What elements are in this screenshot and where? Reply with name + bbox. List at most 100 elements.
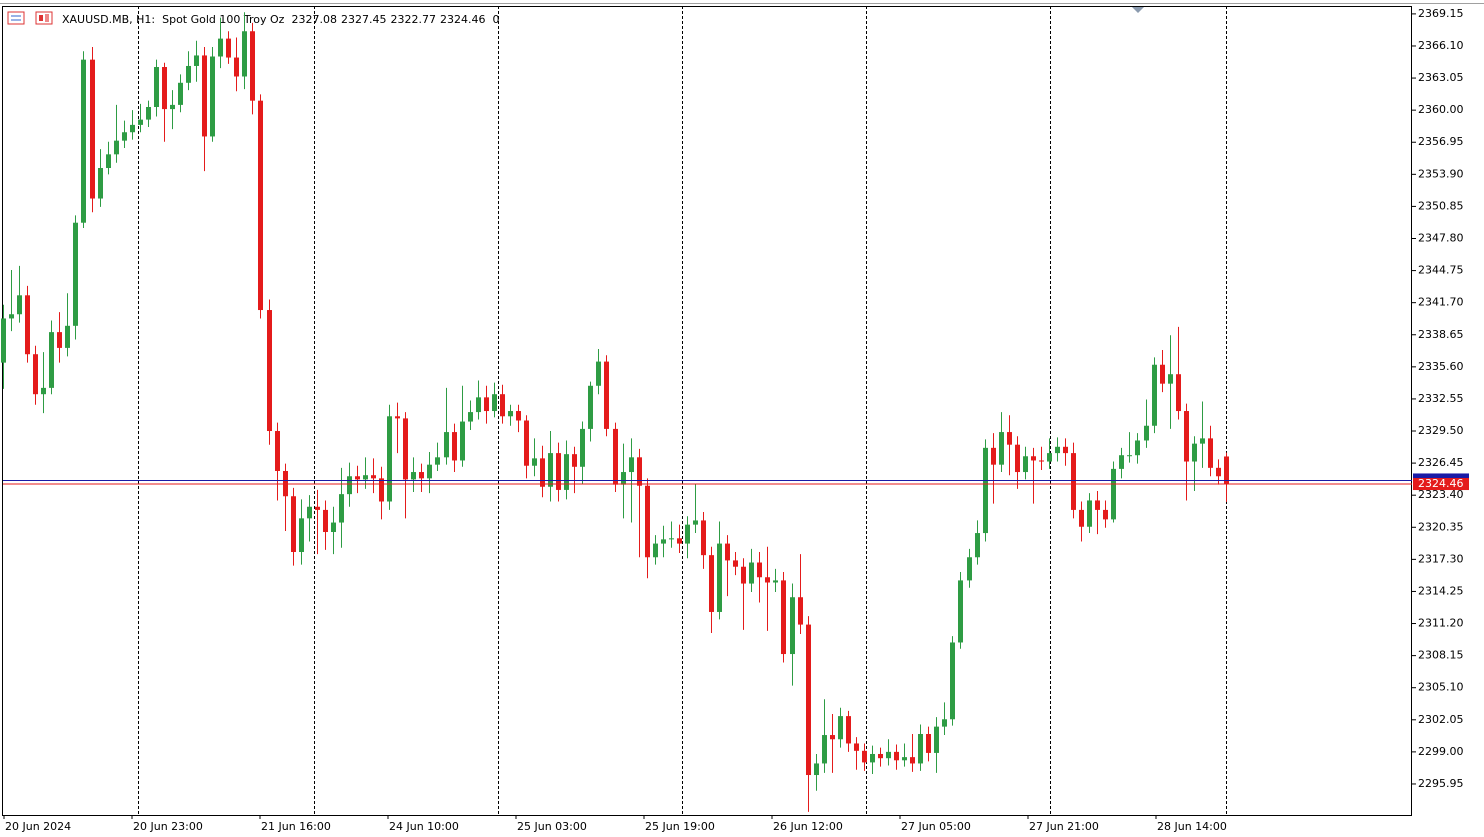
y-tick-label: 2311.20	[1418, 617, 1464, 630]
y-tick-label: 2329.50	[1418, 424, 1464, 437]
candle-body	[725, 543, 730, 561]
candle-body	[371, 475, 376, 479]
candle-body	[1127, 455, 1132, 457]
candle-body	[1224, 456, 1229, 485]
candle-body	[323, 509, 328, 533]
candle-body	[1103, 509, 1108, 520]
candle-body	[934, 726, 939, 753]
candle-body	[790, 597, 795, 655]
candle-body	[98, 168, 103, 199]
bid-price-label: 2324.46	[1418, 477, 1464, 490]
candle-body	[540, 458, 545, 487]
candle-body	[886, 751, 891, 759]
candle-body	[73, 222, 78, 326]
menu-icon[interactable]	[7, 11, 25, 25]
candle-body	[267, 310, 272, 432]
candle-body	[1055, 446, 1060, 454]
candle-body	[90, 59, 95, 199]
y-tick-label: 2326.45	[1418, 456, 1464, 469]
candle-body	[613, 428, 618, 485]
candle-body	[1031, 456, 1036, 461]
candle-body	[1, 318, 6, 363]
candle-body	[1047, 453, 1052, 462]
candle-body	[967, 557, 972, 581]
candle-body	[395, 416, 400, 419]
candle-body	[524, 420, 529, 466]
candle-body	[870, 753, 875, 763]
candle-body	[476, 397, 481, 413]
candle-body	[275, 431, 280, 471]
candle-body	[1063, 446, 1068, 454]
candle-body	[950, 642, 955, 720]
candle-body	[65, 325, 70, 348]
candle-body	[508, 411, 513, 417]
x-tick-label: 21 Jun 16:00	[261, 820, 331, 833]
x-tick-label: 20 Jun 23:00	[133, 820, 203, 833]
candle-body	[468, 412, 473, 422]
candle-body	[411, 472, 416, 480]
candle-body	[572, 454, 577, 467]
x-tick-label: 27 Jun 05:00	[901, 820, 971, 833]
y-tick-label: 2299.00	[1418, 745, 1464, 758]
candle-body	[999, 432, 1004, 465]
candle-body	[596, 361, 601, 386]
candle-body	[17, 295, 22, 315]
candle-body	[693, 520, 698, 525]
candle-body	[1071, 453, 1076, 510]
candle-body	[741, 566, 746, 584]
candle-body	[661, 539, 666, 544]
candle-body	[653, 543, 658, 558]
x-tick-label: 28 Jun 14:00	[1157, 820, 1227, 833]
candle-body	[975, 533, 980, 558]
candle-body	[307, 506, 312, 519]
y-tick-label: 2338.65	[1418, 328, 1464, 341]
candle-body	[604, 361, 609, 429]
candle-body	[749, 562, 754, 584]
header-open: 2327.08	[291, 13, 337, 26]
candle-body	[669, 538, 674, 540]
candle-body	[685, 524, 690, 544]
bid-price-box	[1413, 478, 1469, 491]
candle-body	[226, 38, 231, 58]
candle-body	[532, 458, 537, 466]
y-tick-label: 2356.95	[1418, 135, 1464, 148]
candle-body	[106, 154, 111, 169]
y-tick-label: 2332.55	[1418, 392, 1464, 405]
candle-body	[347, 476, 352, 495]
candle-body	[733, 560, 738, 567]
header-high: 2327.45	[341, 13, 387, 26]
candle-body	[637, 457, 642, 486]
candle-body	[1192, 443, 1197, 462]
y-tick-label: 2363.05	[1418, 71, 1464, 84]
symbol: XAUUSD.MB, H1: Spot Gold 100 Troy Oz	[62, 13, 285, 26]
candle-body	[1119, 455, 1124, 469]
candle-body	[403, 418, 408, 480]
candle-body	[822, 735, 827, 764]
candle-body	[1168, 374, 1173, 384]
candle-body	[958, 580, 963, 643]
y-tick-label: 2302.05	[1418, 713, 1464, 726]
plot-frame	[2, 6, 1412, 816]
y-tick-label: 2350.85	[1418, 199, 1464, 212]
candle-body	[588, 385, 593, 429]
y-tick-label: 2335.60	[1418, 360, 1464, 373]
shift-marker	[1132, 7, 1144, 13]
candle-body	[918, 733, 923, 764]
y-tick-label: 2360.00	[1418, 103, 1464, 116]
candle-body	[355, 476, 360, 480]
candle-body	[1216, 467, 1221, 477]
candle-body	[757, 562, 762, 578]
y-tick-label: 2347.80	[1418, 231, 1464, 244]
chart-icon[interactable]	[35, 11, 53, 25]
candle-body	[33, 354, 38, 395]
x-tick-label: 24 Jun 10:00	[389, 820, 459, 833]
chart-header: XAUUSD.MB, H1: Spot Gold 100 Troy Oz 2327…	[62, 13, 499, 26]
candle-body	[57, 332, 62, 348]
candle-body	[250, 31, 255, 101]
y-tick-label: 2317.30	[1418, 552, 1464, 565]
candle-body	[830, 735, 835, 740]
candle-body	[1200, 438, 1205, 444]
